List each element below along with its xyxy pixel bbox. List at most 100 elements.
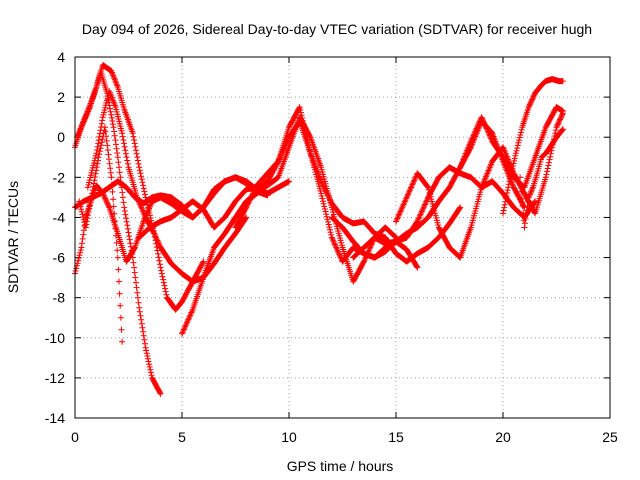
data-point xyxy=(266,194,269,197)
data-point xyxy=(149,226,151,229)
data-point xyxy=(181,300,183,303)
data-point xyxy=(298,120,301,122)
data-point xyxy=(110,70,113,72)
chart-title: Day 094 of 2026, Sidereal Day-to-day VTE… xyxy=(82,21,592,37)
y-tick-label: 2 xyxy=(57,89,65,105)
x-tick-label: 25 xyxy=(602,429,618,445)
data-point xyxy=(405,260,408,263)
data-point xyxy=(91,196,93,199)
data-point xyxy=(373,236,376,239)
series-points xyxy=(393,110,566,261)
data-point xyxy=(532,186,534,189)
data-point xyxy=(352,240,355,243)
data-point xyxy=(555,106,558,108)
data-point xyxy=(117,86,119,88)
data-point xyxy=(395,220,397,223)
data-point xyxy=(521,126,524,128)
data-point xyxy=(384,246,387,249)
data-point xyxy=(170,196,173,199)
series-sat-15 xyxy=(517,126,566,231)
data-point xyxy=(127,166,130,169)
data-point xyxy=(288,146,290,149)
data-point xyxy=(80,246,83,249)
data-point xyxy=(99,192,102,195)
data-point xyxy=(562,128,564,130)
data-point xyxy=(256,184,258,187)
data-point xyxy=(438,176,440,179)
data-point xyxy=(320,180,322,183)
x-tick-label: 5 xyxy=(178,429,186,445)
data-point xyxy=(256,192,258,195)
data-point xyxy=(363,220,365,223)
y-tick-label: -8 xyxy=(53,290,66,306)
x-axis-title: GPS time / hours xyxy=(287,458,394,474)
data-layer xyxy=(72,62,566,397)
data-point xyxy=(277,160,280,163)
data-point xyxy=(551,78,554,80)
data-point xyxy=(123,206,126,209)
data-point xyxy=(298,106,301,108)
y-tick-label: -4 xyxy=(53,209,66,225)
data-point xyxy=(341,216,344,219)
data-point xyxy=(196,272,198,275)
data-point xyxy=(459,172,462,175)
data-point xyxy=(341,226,344,229)
data-point xyxy=(523,226,526,229)
data-point xyxy=(502,146,504,149)
data-point xyxy=(95,184,98,187)
data-point xyxy=(540,84,543,86)
data-point xyxy=(213,188,215,191)
data-point xyxy=(110,176,113,179)
data-point xyxy=(166,296,168,299)
data-point xyxy=(125,186,128,189)
data-point xyxy=(117,180,119,183)
data-point xyxy=(491,160,494,163)
data-point xyxy=(144,347,147,349)
data-point xyxy=(114,106,117,108)
data-point xyxy=(562,80,564,82)
y-tick-label: 0 xyxy=(57,129,65,145)
data-point xyxy=(480,116,483,118)
data-point xyxy=(153,232,155,235)
data-point xyxy=(151,200,153,203)
data-point xyxy=(527,106,530,108)
data-point xyxy=(523,192,526,195)
data-point xyxy=(352,256,355,259)
data-point xyxy=(104,126,106,128)
data-point xyxy=(298,116,301,118)
data-point xyxy=(384,242,387,245)
data-point xyxy=(545,176,547,179)
data-point xyxy=(448,222,451,225)
data-point xyxy=(266,172,269,175)
data-point xyxy=(352,246,355,249)
series-sat-9 xyxy=(232,118,464,265)
data-point xyxy=(224,246,226,249)
tick-label-layer: 0 5 10 15 20 25 -14 -12 -10 -8 -6 -4 -2 0 2 4 xyxy=(45,49,618,445)
data-point xyxy=(491,180,494,183)
data-point xyxy=(405,248,408,251)
data-point xyxy=(191,216,194,219)
y-axis-title: SDTVAR / TECUs xyxy=(5,181,21,293)
data-point xyxy=(502,156,504,159)
data-point xyxy=(266,180,269,183)
data-point xyxy=(309,136,312,139)
data-point xyxy=(134,246,136,249)
data-point xyxy=(512,206,515,209)
data-point xyxy=(536,172,539,175)
data-point xyxy=(491,132,494,135)
data-point xyxy=(202,260,205,263)
data-point xyxy=(234,200,237,203)
data-point xyxy=(76,136,78,139)
series-points xyxy=(500,76,566,217)
data-point xyxy=(515,152,517,155)
data-point xyxy=(234,216,237,219)
y-tick-label: -10 xyxy=(45,330,65,346)
data-point xyxy=(527,196,530,199)
data-point xyxy=(159,194,162,197)
data-point xyxy=(159,246,162,249)
data-point xyxy=(95,86,98,88)
data-point xyxy=(144,196,147,199)
data-point xyxy=(363,260,365,263)
data-point xyxy=(99,70,102,72)
